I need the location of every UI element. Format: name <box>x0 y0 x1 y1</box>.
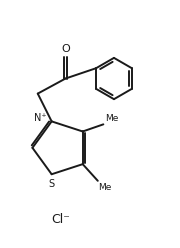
Text: O: O <box>61 43 70 54</box>
Text: S: S <box>49 179 55 189</box>
Text: Cl⁻: Cl⁻ <box>51 213 70 226</box>
Text: Me: Me <box>105 114 118 123</box>
Text: N⁺: N⁺ <box>34 113 47 123</box>
Text: Me: Me <box>99 183 112 192</box>
